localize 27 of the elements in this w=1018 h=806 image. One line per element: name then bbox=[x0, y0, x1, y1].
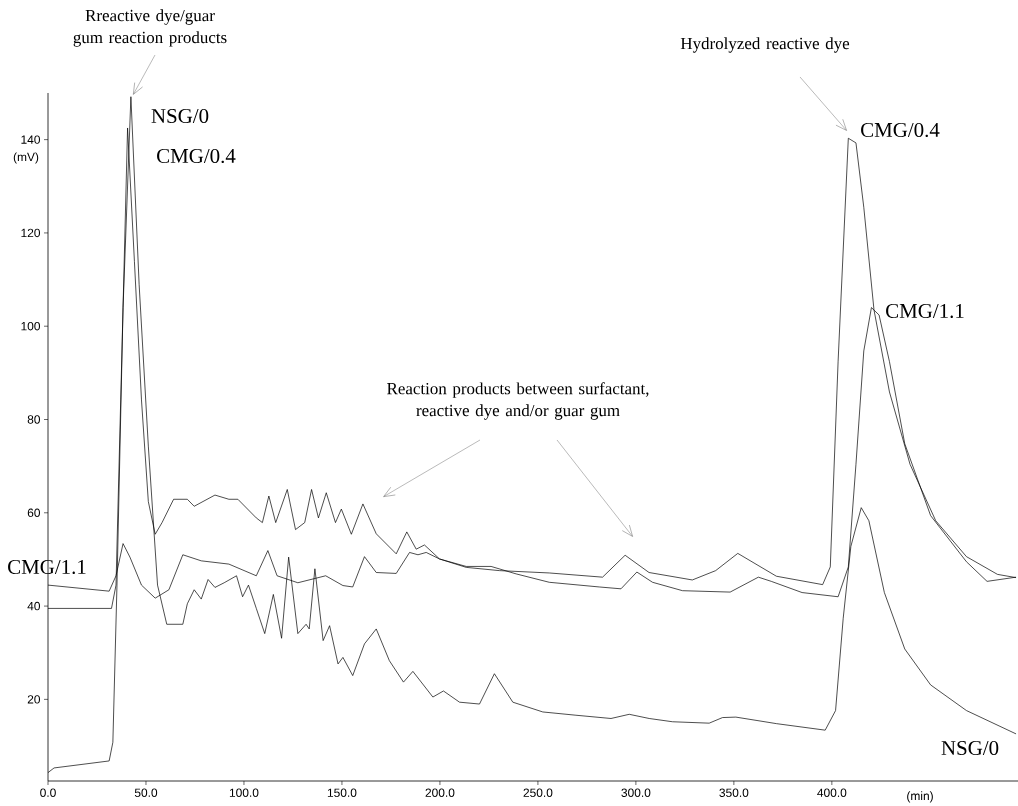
x-tick-label: 350.0 bbox=[719, 788, 749, 797]
x-tick-label: 300.0 bbox=[621, 788, 651, 797]
x-tick-label: 400.0 bbox=[817, 788, 847, 797]
text: NSG/0 bbox=[151, 108, 209, 124]
x-tick-label: 0.0 bbox=[40, 788, 56, 797]
text: CMG/0.4 bbox=[157, 148, 236, 164]
y-axis-title: (mV) bbox=[13, 152, 39, 164]
series-label: CMG/0.4 bbox=[861, 122, 940, 138]
x-tick-label: 50.0 bbox=[134, 788, 158, 797]
series-label: NSG/0 bbox=[941, 740, 999, 756]
annotation: Reaction products between surfactant, reactive dye and/or guar gum bbox=[387, 382, 649, 420]
y-tick-label: 120 bbox=[21, 228, 41, 238]
y-tick-label: 140 bbox=[21, 135, 41, 144]
x-tick-label: 150.0 bbox=[327, 788, 357, 797]
text: Hydrolyzed reactive dye bbox=[680, 37, 850, 53]
y-tick-label: 60 bbox=[27, 508, 41, 518]
y-tick-label: 40 bbox=[27, 601, 41, 611]
x-tick-label: 200.0 bbox=[425, 788, 455, 797]
x-tick-label: 100.0 bbox=[229, 788, 259, 797]
y-tick-label: 20 bbox=[27, 695, 41, 704]
text: Rreactive dye/guar gum reaction products bbox=[73, 9, 227, 47]
text: CMG/1.1 bbox=[8, 559, 86, 575]
y-tick-label: 80 bbox=[27, 415, 41, 424]
y-tick-label: 100 bbox=[21, 321, 41, 331]
x-axis-title: (min) bbox=[907, 791, 933, 803]
x-tick-label: 250.0 bbox=[523, 788, 553, 797]
series-label: CMG/1.1 bbox=[886, 303, 964, 319]
